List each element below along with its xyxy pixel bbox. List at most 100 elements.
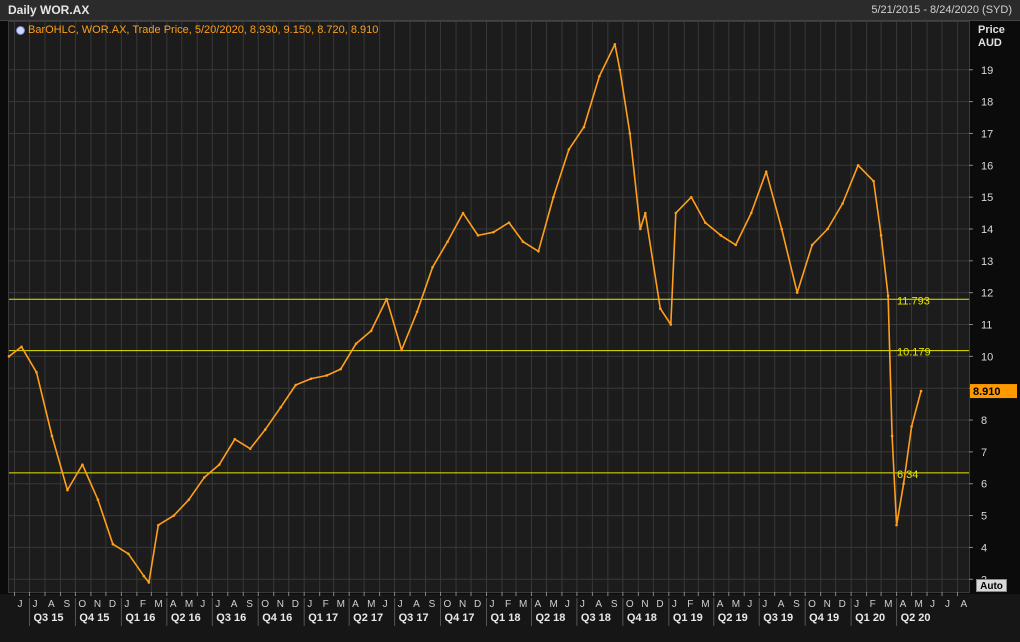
auto-scale-button[interactable]: Auto [976, 579, 1007, 592]
price-data-point [856, 163, 860, 167]
price-data-point [187, 498, 191, 501]
price-data-point [734, 243, 738, 247]
quarter-label: Q4 16 [262, 612, 292, 624]
quarter-label: Q2 17 [353, 612, 383, 624]
quarter-label: Q3 19 [763, 612, 793, 624]
price-data-point [142, 574, 146, 578]
price-data-point [369, 329, 373, 333]
month-label: A [778, 599, 785, 610]
month-label: A [170, 599, 177, 610]
month-label: M [337, 599, 345, 610]
month-label: D [656, 599, 663, 610]
price-tick-label: 19 [981, 65, 993, 77]
month-label: J [307, 599, 312, 610]
month-label: A [413, 599, 420, 610]
price-data-point [674, 211, 678, 215]
month-label: J [672, 599, 677, 610]
price-data-point [895, 523, 898, 527]
month-label: F [323, 599, 329, 610]
month-label: M [915, 599, 923, 610]
price-data-point [50, 434, 54, 438]
date-range: 5/21/2015 - 8/24/2020 (SYD) [871, 4, 1012, 16]
month-label: F [140, 599, 146, 610]
price-data-point [826, 227, 829, 231]
month-label: A [534, 599, 541, 610]
month-label: N [641, 599, 648, 610]
month-label: O [444, 599, 452, 610]
month-label: S [793, 599, 800, 610]
price-data-point [613, 42, 617, 46]
month-label: M [519, 599, 527, 610]
level-label: 10.179 [897, 347, 931, 359]
quarter-label: Q1 16 [125, 612, 155, 624]
quarter-label: Q4 19 [809, 612, 839, 624]
price-data-point [127, 552, 130, 556]
price-data-point [552, 195, 555, 199]
series-legend[interactable]: BarOHLC, WOR.AX, Trade Price, 5/20/2020,… [16, 24, 378, 36]
quarter-label: Q4 18 [627, 612, 657, 624]
price-data-point [20, 345, 23, 349]
plot-area[interactable] [8, 21, 970, 593]
y-axis-title-currency: AUD [978, 37, 1002, 49]
price-tick-label: 12 [981, 288, 993, 300]
price-data-point [872, 179, 875, 183]
price-data-point [325, 374, 328, 377]
month-label: A [48, 599, 55, 610]
series-settings-icon[interactable] [16, 25, 25, 35]
month-label: O [808, 599, 816, 610]
price-data-point [764, 170, 768, 173]
price-data-point [66, 488, 69, 492]
title-bar: Daily WOR.AX 5/21/2015 - 8/24/2020 (SYD) [0, 0, 1020, 21]
quarter-label: Q1 17 [308, 612, 338, 624]
month-label: M [701, 599, 709, 610]
price-tick-label: 18 [981, 97, 993, 109]
price-data-point [749, 211, 753, 215]
price-data-point [780, 227, 783, 231]
price-data-point [96, 498, 100, 501]
y-axis-title: Price AUD [978, 24, 1005, 50]
price-data-point [309, 377, 313, 380]
x-axis-area [0, 594, 1020, 642]
price-data-point [795, 291, 799, 294]
quarter-label: Q2 19 [718, 612, 748, 624]
price-data-point [507, 221, 511, 224]
quarter-label: Q2 20 [901, 612, 931, 624]
legend-text: BarOHLC, WOR.AX, Trade Price, 5/20/2020,… [28, 24, 379, 36]
price-data-point [431, 265, 434, 269]
month-label: N [277, 599, 284, 610]
price-data-point [446, 240, 449, 244]
price-data-point [644, 211, 647, 215]
month-label: N [459, 599, 466, 610]
price-data-point [598, 74, 601, 78]
price-data-point [233, 437, 237, 441]
price-data-point [202, 476, 206, 479]
month-label: F [687, 599, 693, 610]
month-label: D [474, 599, 481, 610]
quarter-label: Q4 15 [79, 612, 109, 624]
price-data-point [537, 249, 540, 253]
month-label: N [94, 599, 101, 610]
month-label: M [367, 599, 375, 610]
price-series-line [8, 43, 922, 584]
price-tick-label: 4 [981, 542, 987, 554]
price-data-point [35, 370, 38, 374]
month-label: J [17, 599, 22, 610]
month-label: J [215, 599, 220, 610]
price-tick-label: 7 [981, 447, 987, 459]
price-data-point [354, 342, 358, 345]
quarter-label: Q1 18 [491, 612, 521, 624]
quarter-label: Q3 18 [581, 612, 611, 624]
month-label: J [930, 599, 935, 610]
month-label: D [839, 599, 846, 610]
month-label: J [945, 599, 950, 610]
price-data-point [217, 463, 221, 466]
month-label: J [398, 599, 403, 610]
price-data-point [263, 428, 267, 431]
price-tick-label: 8 [981, 415, 987, 427]
price-tick-label: 16 [981, 160, 993, 172]
month-label: J [490, 599, 495, 610]
month-label: A [717, 599, 724, 610]
quarter-label: Q3 17 [399, 612, 429, 624]
month-label: J [580, 599, 585, 610]
